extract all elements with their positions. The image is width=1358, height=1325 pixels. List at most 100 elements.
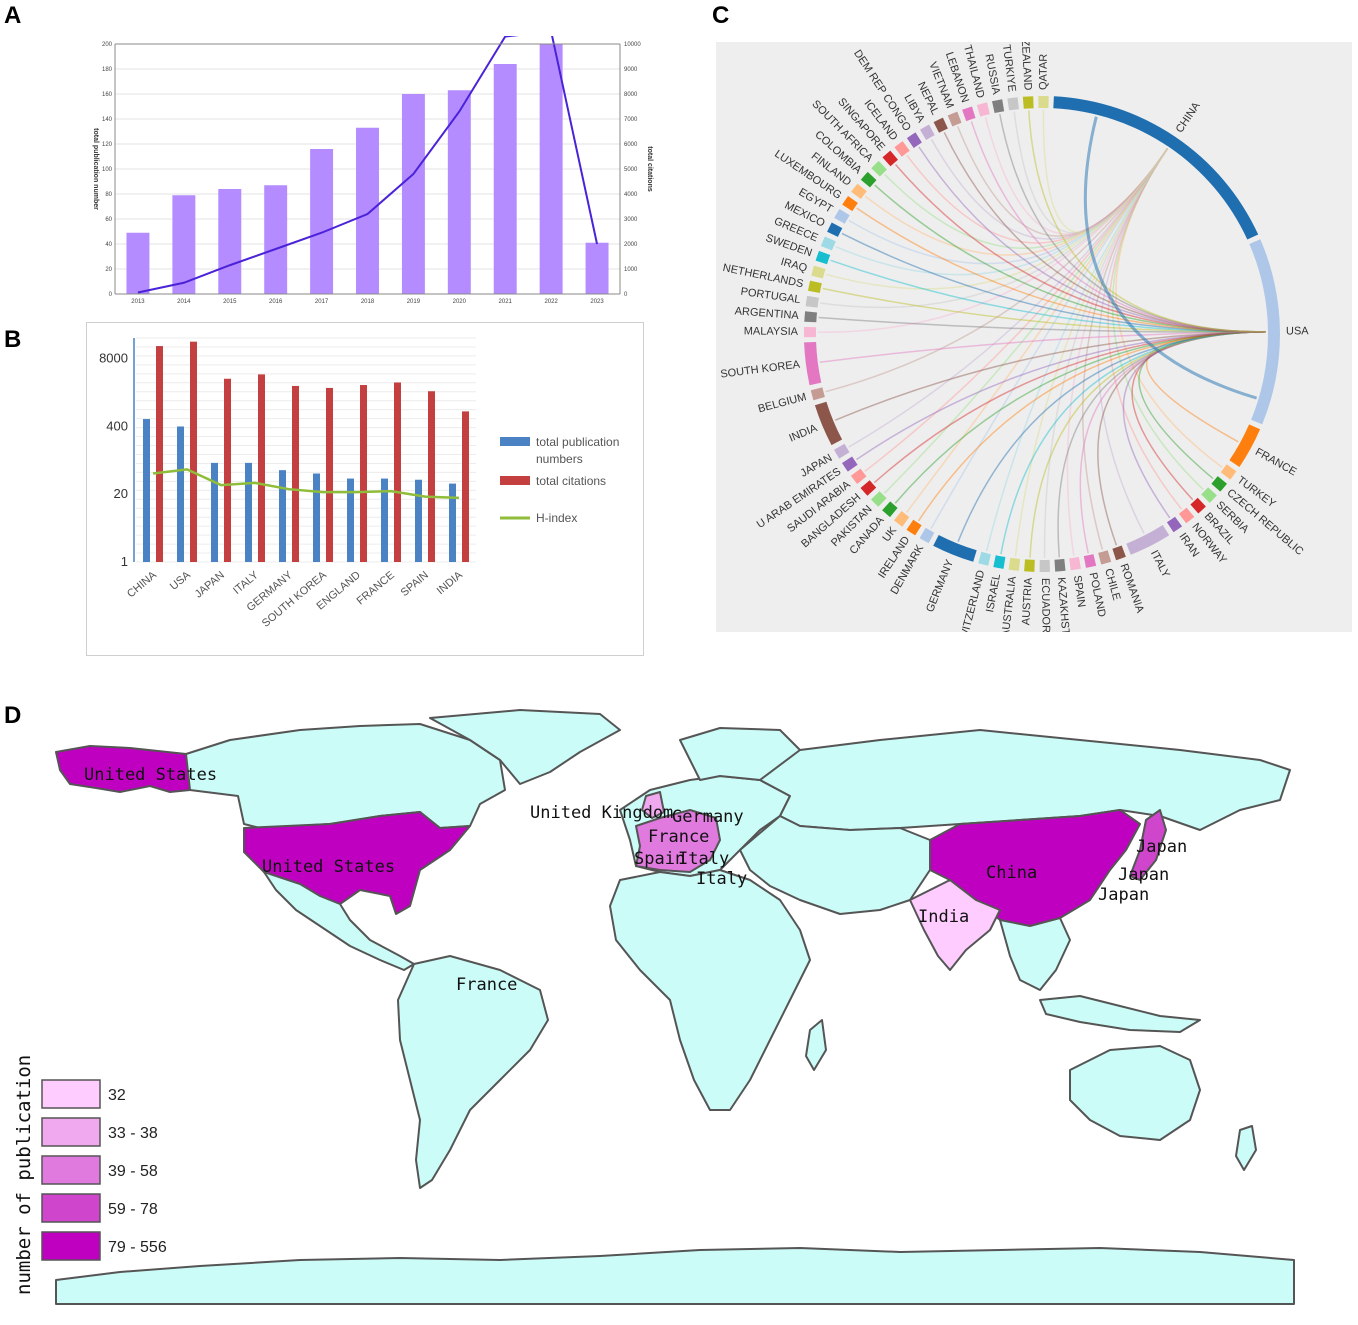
a-bar-2014 — [172, 195, 196, 294]
d-map-label: Japan — [1098, 885, 1149, 905]
a-ytick-left: 60 — [105, 217, 112, 223]
c-arc-libya — [920, 124, 935, 140]
b-bar-pub-FRANCE — [381, 478, 388, 562]
d-map-label: India — [918, 907, 969, 927]
a-ytick-right: 5000 — [624, 167, 638, 173]
panel-c-background — [716, 42, 1352, 632]
d-map-label: United States — [262, 857, 395, 877]
c-arc-bangladesh — [860, 480, 877, 496]
c-ribbon — [894, 331, 1267, 504]
b-bar-pub-INDIA — [449, 483, 456, 562]
c-ribbon — [1145, 331, 1267, 443]
c-arc-vietnam — [947, 111, 962, 127]
c-ribbon — [1111, 148, 1204, 491]
a-xtick-2023: 2023 — [590, 299, 604, 305]
a-ytick-left: 160 — [102, 92, 113, 98]
d-map-label: United Kingdom — [530, 803, 673, 823]
b-xtick-ITALY: ITALY — [231, 569, 261, 597]
c-label-ecuador: ECUADOR — [1039, 578, 1052, 632]
c-arc-italy — [1126, 525, 1170, 555]
c-arc-thailand — [976, 102, 990, 117]
b-bar-cit-SOUTH KOREA — [326, 387, 333, 562]
a-ytick-left: 200 — [102, 42, 113, 48]
c-ribbon — [884, 148, 1169, 249]
a-xtick-2019: 2019 — [407, 299, 421, 305]
c-arc-mexico — [827, 222, 843, 237]
c-ribbon — [820, 148, 1169, 309]
b-bar-cit-USA — [190, 341, 197, 562]
c-ribbon-china-usa — [1083, 116, 1258, 400]
c-arc-india — [814, 401, 843, 446]
c-arc-finland — [851, 183, 867, 199]
a-ytick-left: 80 — [105, 192, 112, 198]
c-arc-japan — [834, 443, 850, 459]
panel-letter-c: C — [712, 2, 730, 29]
c-label-spain: SPAIN — [1071, 575, 1087, 609]
c-label-new-zealand: NEW ZEALAND — [1017, 42, 1034, 91]
panel-a-ylabel-left: total publication number — [92, 128, 99, 210]
d-legend-swatch — [41, 1079, 101, 1109]
map-central-asia — [739, 815, 931, 915]
a-ytick-right: 8000 — [624, 92, 638, 98]
d-legend-label: 33 - 38 — [108, 1125, 158, 1142]
c-ribbon — [830, 259, 1267, 333]
c-arc-qatar — [1038, 95, 1049, 109]
c-ribbon — [930, 138, 1169, 240]
legend-label-publication-2: numbers — [536, 452, 583, 466]
c-label-argentina: ARGENTINA — [734, 305, 800, 322]
b-bar-cit-INDIA — [462, 411, 469, 562]
b-bar-cit-GERMANY — [292, 385, 299, 562]
b-xtick-CHINA: CHINA — [125, 569, 159, 601]
c-ribbon — [1097, 331, 1267, 546]
b-xtick-JAPAN: JAPAN — [193, 569, 227, 600]
panel-a-chart: 0 20 40 60 80 100 120 140 160 180 200 0 1000 2000 300… — [92, 36, 653, 305]
c-ribbon — [906, 148, 1169, 244]
c-ribbon — [894, 164, 1267, 333]
a-xtick-2018: 2018 — [361, 299, 375, 305]
c-arc-iceland — [894, 141, 910, 157]
c-label-belgium: BELGIUM — [757, 391, 808, 415]
d-legend-label: 79 - 556 — [108, 1239, 167, 1256]
c-ribbon — [970, 121, 1267, 333]
c-arc-iraq — [811, 265, 826, 279]
c-ribbon — [883, 148, 1169, 494]
c-arc-iran — [1166, 516, 1183, 533]
c-ribbon — [1066, 148, 1169, 556]
a-ytick-left: 180 — [102, 67, 113, 73]
c-label-italy: ITALY — [1148, 548, 1172, 580]
c-ribbon — [819, 331, 1267, 363]
c-arc-czech-republic — [1211, 476, 1227, 492]
a-bar-2023 — [585, 242, 609, 294]
a-ytick-right: 4000 — [624, 192, 638, 198]
c-arc-israel — [993, 555, 1006, 569]
a-bar-2016 — [264, 185, 288, 294]
panel-d-legend-title: number of publication — [13, 1055, 35, 1295]
map-australia — [1069, 1045, 1201, 1141]
d-map-label: France — [648, 827, 709, 847]
d-map-label: China — [986, 863, 1037, 883]
d-legend-swatch — [41, 1155, 101, 1185]
d-map-label: United States — [84, 765, 217, 785]
c-ribbon — [873, 331, 1267, 484]
c-arc-germany — [933, 535, 977, 562]
c-ribbon — [957, 331, 1267, 542]
a-xtick-2015: 2015 — [223, 299, 237, 305]
legend-swatch-publication — [500, 437, 530, 446]
c-ribbon — [856, 207, 1267, 333]
c-arc-spain — [1069, 557, 1081, 571]
c-ribbon — [822, 287, 1267, 333]
c-arc-chile — [1098, 550, 1112, 565]
b-bar-pub-CHINA — [143, 419, 150, 562]
c-arc-nepal — [933, 117, 948, 133]
c-arc-france — [1229, 424, 1261, 467]
c-arc-malaysia — [803, 326, 817, 338]
a-ytick-left: 120 — [102, 142, 113, 148]
c-ribbon — [1122, 331, 1267, 519]
c-label-iraq: IRAQ — [779, 256, 809, 275]
b-bar-pub-ITALY — [245, 462, 252, 562]
b-ytick: 8000 — [99, 351, 128, 366]
c-arc-south-africa — [871, 160, 887, 177]
c-ribbon — [984, 117, 1169, 235]
c-ribbon — [1079, 331, 1267, 554]
